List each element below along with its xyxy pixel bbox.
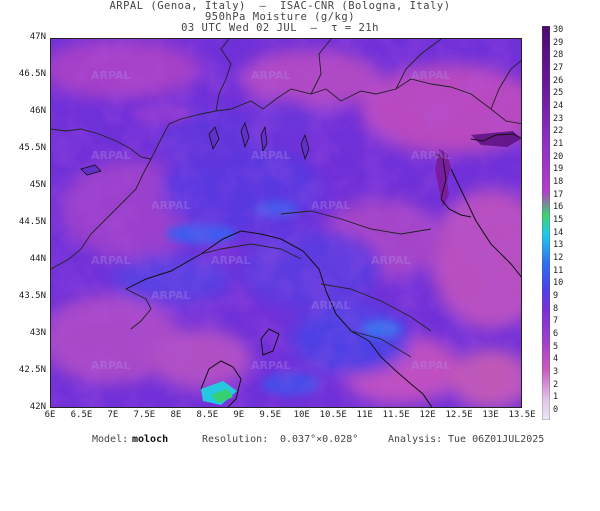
lon-label: 8.5E — [196, 410, 219, 420]
colorbar-tick-label: 16 — [553, 202, 564, 213]
resolution-label: Resolution: — [202, 434, 269, 445]
watermark-text: ARPAL — [251, 359, 291, 372]
watermark-text: ARPAL — [91, 149, 131, 162]
colorbar-tick-label: 1 — [553, 392, 559, 403]
colorbar-gradient — [542, 26, 550, 420]
header-line-2: 950hPa Moisture (g/kg) — [204, 11, 356, 23]
colorbar-tick-label: 23 — [553, 113, 564, 124]
watermark-text: ARPAL — [151, 199, 191, 212]
corsica-moist-green — [211, 389, 233, 403]
colorbar-tick-label: 15 — [553, 215, 564, 225]
lat-label: 44.5N — [18, 217, 46, 227]
colorbar-tick-label: 25 — [553, 88, 564, 99]
model-label: Model: — [92, 434, 129, 445]
analysis-value: Tue 06Z01JUL2025 — [448, 434, 545, 445]
watermark-text: ARPAL — [91, 69, 131, 82]
watermark-text: ARPAL — [91, 359, 131, 372]
lat-label: 45.5N — [18, 143, 46, 153]
lat-label: 45N — [29, 180, 46, 190]
watermark-text: ARPAL — [411, 149, 451, 162]
colorbar-tick-label: 13 — [553, 240, 564, 251]
watermark-text: ARPAL — [151, 289, 191, 302]
watermark-text: ARPAL — [411, 359, 451, 372]
lat-label: 43.5N — [18, 291, 46, 301]
colorbar-tick-label: 0 — [553, 405, 559, 415]
watermark-text: ARPAL — [371, 254, 411, 267]
colorbar-tick-label: 8 — [553, 303, 559, 314]
lon-label: 9.5E — [259, 410, 282, 420]
lat-label: 42N — [29, 402, 46, 412]
watermark-text: ARPAL — [91, 254, 131, 267]
colorbar-tick-label: 19 — [553, 164, 564, 175]
lon-label: 13.5E — [508, 410, 536, 420]
lon-label: 7.5E — [133, 410, 156, 420]
colorbar-tick-label: 6 — [553, 329, 559, 339]
lat-label: 42.5N — [18, 365, 46, 375]
colorbar-tick-label: 14 — [553, 227, 564, 238]
watermark-text: ARPAL — [411, 69, 451, 82]
watermark-text: ARPAL — [251, 149, 291, 162]
colorbar-tick-label: 22 — [553, 126, 564, 137]
footer: Model: moloch Resolution: 0.037°×0.028° … — [0, 434, 600, 511]
watermark-text: ARPAL — [211, 254, 251, 267]
analysis-label: Analysis: — [388, 434, 443, 445]
lon-label: 11E — [356, 410, 373, 420]
borders — [51, 39, 521, 358]
venice-lagoon-moist — [435, 149, 451, 207]
lon-label: 13E — [482, 410, 499, 420]
colorbar-tick-label: 28 — [553, 50, 564, 61]
lat-label: 44N — [29, 254, 46, 264]
moisture-texture — [51, 39, 521, 407]
lon-label: 9E — [233, 410, 245, 420]
colorbar-tick-label: 2 — [553, 379, 559, 390]
resolution-value: 0.037°×0.028° — [280, 434, 359, 445]
lon-label: 7E — [107, 410, 119, 420]
lon-label: 11.5E — [382, 410, 410, 420]
lon-label: 10E — [293, 410, 310, 420]
lat-label: 46N — [29, 106, 46, 116]
colorbar-tick-label: 30 — [553, 25, 564, 35]
colorbar — [542, 26, 550, 420]
lat-label: 43N — [29, 328, 46, 338]
model-value: moloch — [132, 434, 169, 445]
coastlines — [125, 133, 521, 407]
colorbar-tick-label: 20 — [553, 151, 564, 162]
colorbar-tick-label: 29 — [553, 37, 564, 48]
watermark-text: ARPAL — [311, 199, 351, 212]
colorbar-tick-label: 26 — [553, 75, 564, 86]
colorbar-tick-label: 7 — [553, 316, 559, 327]
colorbar-tick-label: 9 — [553, 291, 559, 301]
colorbar-tick-label: 17 — [553, 189, 564, 200]
lon-label: 6E — [44, 410, 56, 420]
colorbar-tick-label: 27 — [553, 63, 564, 73]
watermarks: ARPAL ARPAL ARPAL ARPAL ARPAL ARPAL ARPA… — [91, 69, 451, 372]
lon-label: 10.5E — [319, 410, 347, 420]
lat-label: 47N — [29, 32, 46, 42]
header-line-3: 03 UTC Wed 02 JUL — τ = 21h — [181, 22, 379, 34]
lon-label: 12E — [419, 410, 436, 420]
trieste-moist — [471, 131, 521, 147]
lakes — [80, 121, 310, 176]
header-line-1: ARPAL (Genoa, Italy) — ISAC-CNR (Bologna… — [109, 0, 451, 12]
lon-label: 8E — [170, 410, 182, 420]
colorbar-tick-label: 18 — [553, 177, 564, 187]
colorbar-tick-label: 3 — [553, 367, 559, 377]
watermark-text: ARPAL — [251, 69, 291, 82]
lat-label: 46.5N — [18, 69, 46, 79]
colorbar-tick-label: 10 — [553, 278, 564, 289]
moisture-map: ARPAL ARPAL ARPAL ARPAL ARPAL ARPAL ARPA… — [51, 39, 521, 407]
lon-label: 12.5E — [445, 410, 473, 420]
colorbar-tick-label: 21 — [553, 139, 564, 149]
colorbar-tick-label: 11 — [553, 265, 564, 276]
colorbar-tick-label: 24 — [553, 101, 564, 111]
colorbar-tick-label: 4 — [553, 354, 559, 365]
watermark-text: ARPAL — [311, 299, 351, 312]
lon-label: 6.5E — [70, 410, 93, 420]
colorbar-tick-label: 12 — [553, 253, 564, 263]
map-frame: ARPAL ARPAL ARPAL ARPAL ARPAL ARPAL ARPA… — [50, 38, 522, 408]
colorbar-tick-label: 5 — [553, 341, 559, 352]
